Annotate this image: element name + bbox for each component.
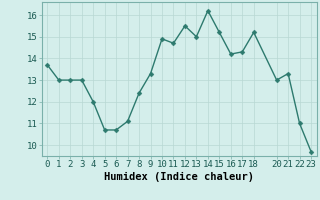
X-axis label: Humidex (Indice chaleur): Humidex (Indice chaleur) [104,172,254,182]
